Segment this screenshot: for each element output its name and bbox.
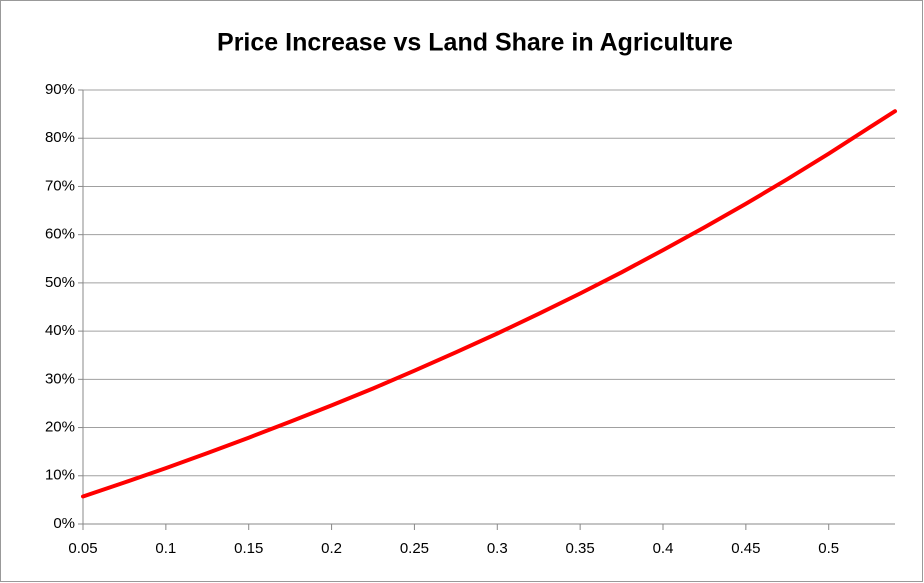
chart-title: Price Increase vs Land Share in Agricult… — [217, 29, 733, 57]
y-tick-label: 50% — [45, 274, 75, 291]
line — [81, 109, 897, 499]
y-tick-label: 10% — [45, 467, 75, 484]
y-tick-label: 80% — [45, 129, 75, 146]
y-tick-label: 30% — [45, 370, 75, 387]
x-tick-label: 0.3 — [487, 540, 508, 557]
y-tick-label: 60% — [45, 226, 75, 243]
y-tick-label: 0% — [53, 515, 75, 532]
x-tick-label: 0.05 — [68, 540, 97, 557]
x-tick-label: 0.25 — [400, 540, 429, 557]
x-tick-label: 0.35 — [566, 540, 595, 557]
y-tick-label: 90% — [45, 81, 75, 98]
y-tick-label: 40% — [45, 322, 75, 339]
y-tick-label: 70% — [45, 177, 75, 194]
x-tick-label: 0.5 — [818, 540, 839, 557]
x-tick-label: 0.4 — [653, 540, 674, 557]
x-tick-label: 0.2 — [321, 540, 342, 557]
y-tick-label: 20% — [45, 419, 75, 436]
x-tick-label: 0.15 — [234, 540, 263, 557]
x-tick-label: 0.1 — [155, 540, 176, 557]
x-tick-label: 0.45 — [731, 540, 760, 557]
